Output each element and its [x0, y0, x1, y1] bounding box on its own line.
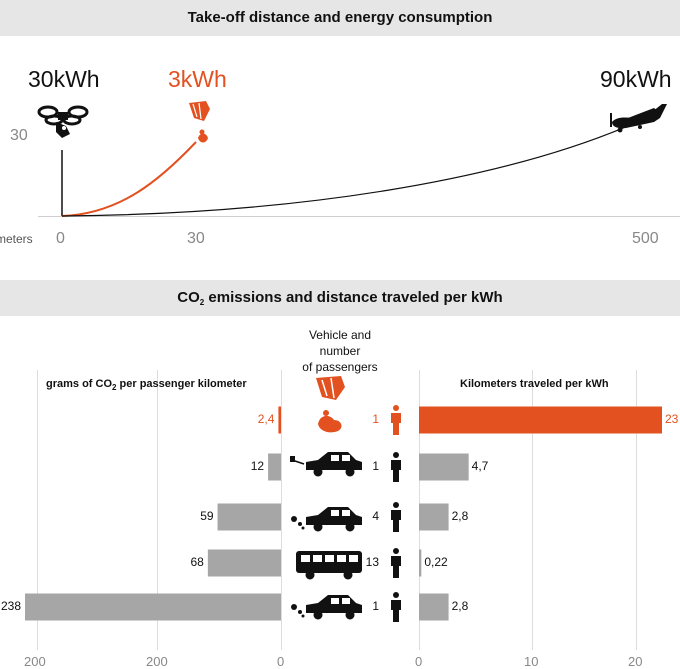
right-header: Kilometers traveled per kWh — [460, 378, 609, 390]
co2-bar-4 — [25, 593, 281, 621]
km-bar-1 — [419, 453, 469, 481]
drone-icon — [37, 105, 89, 138]
car-icon — [291, 507, 362, 532]
right-tick-1: 10 — [524, 654, 539, 669]
airplane-energy-label: 90kWh — [600, 66, 672, 92]
person-icon-4 — [391, 592, 401, 622]
car-icon-2 — [291, 595, 362, 620]
passenger-count-0: 1 — [372, 412, 379, 426]
right-tick-2: 20 — [628, 654, 643, 669]
kite-icon-header — [316, 376, 345, 400]
km-bar-2 — [419, 503, 449, 531]
co2-bar-1 — [268, 453, 281, 481]
kite-takeoff-curve — [61, 141, 197, 217]
km-bar-label-4: 2,8 — [451, 599, 469, 613]
km-bar-label-0: 23 — [665, 412, 679, 426]
left-header: grams of CO2 per passenger kilometer — [46, 378, 247, 392]
top-chart-title: Take-off distance and energy consumption — [0, 0, 680, 36]
km-bar-3 — [419, 549, 422, 577]
left-tick-2: 0 — [277, 654, 285, 669]
km-bar-label-3: 0,22 — [424, 555, 448, 569]
airplane-takeoff-curve — [61, 125, 629, 217]
bottom-chart-title: CO2 emissions and distance traveled per … — [0, 280, 680, 316]
km-bar-label-2: 2,8 — [451, 509, 469, 523]
co2-bar-label-0: 2,4 — [257, 412, 275, 426]
person-icon-2 — [391, 502, 401, 532]
left-tick-1: 200 — [146, 654, 168, 669]
x-tick-500: 500 — [632, 230, 659, 247]
x-tick-30: 30 — [187, 230, 205, 247]
right-tick-0: 0 — [415, 654, 423, 669]
kite-icon — [189, 101, 210, 143]
co2-bar-label-4: 238 — [0, 599, 21, 613]
person-icon-3 — [391, 548, 401, 578]
co2-bar-label-2: 59 — [200, 509, 214, 523]
drone-energy-label: 30kWh — [28, 66, 100, 92]
left-tick-0: 200 — [24, 654, 46, 669]
co2-bar-3 — [207, 549, 281, 577]
co2-bar-label-1: 12 — [250, 459, 265, 473]
km-bar-4 — [419, 593, 449, 621]
km-bar-label-1: 4,7 — [471, 459, 489, 473]
person-icon-0 — [391, 405, 401, 435]
passenger-count-2: 4 — [372, 509, 379, 523]
y-tick-label: 30 — [10, 127, 28, 144]
co2-bar-0 — [278, 406, 281, 434]
electric-car-icon — [290, 452, 362, 477]
co2-bar-2 — [217, 503, 281, 531]
passenger-count-3: 13 — [365, 555, 379, 569]
center-header: Vehicle and number of passengers — [302, 328, 378, 374]
kite-energy-label: 3kWh — [168, 66, 227, 92]
km-bar-0 — [419, 406, 662, 434]
x-unit-label: meters — [0, 232, 33, 246]
kite-rider-icon — [318, 410, 342, 433]
co2-bar-label-3: 68 — [190, 555, 204, 569]
bus-icon — [296, 551, 362, 580]
person-icon-1 — [391, 452, 401, 482]
airplane-icon — [610, 104, 667, 133]
passenger-count-4: 1 — [372, 599, 379, 613]
passenger-count-1: 1 — [372, 459, 379, 473]
x-tick-0: 0 — [56, 230, 65, 247]
